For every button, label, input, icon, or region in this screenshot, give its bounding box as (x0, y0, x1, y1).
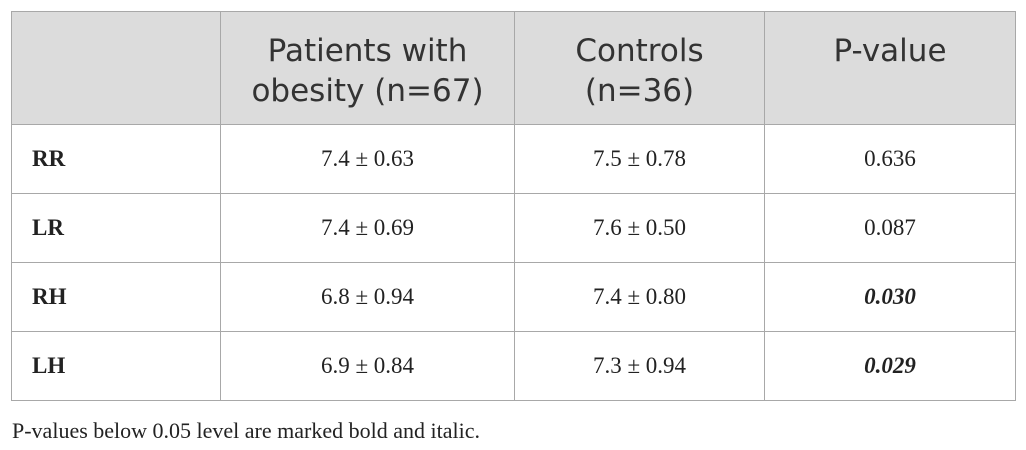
header-patients: Patients with obesity (n=67) (220, 11, 515, 125)
header-controls: Controls (n=36) (514, 11, 765, 125)
data-table-container: Patients with obesity (n=67) Controls (n… (11, 11, 1016, 401)
cell-pvalue-significant: 0.029 (764, 331, 1016, 401)
table-row: RH 6.8 ± 0.94 7.4 ± 0.80 0.030 (11, 262, 1016, 332)
cell-controls: 7.3 ± 0.94 (514, 331, 765, 401)
header-controls-line-1: Controls (575, 33, 704, 69)
row-label-lr: LR (11, 193, 221, 263)
header-controls-line-2: (n=36) (584, 73, 695, 109)
cell-pvalue: 0.087 (764, 193, 1016, 263)
row-label-rr: RR (11, 124, 221, 194)
header-pvalue: P-value (764, 11, 1016, 125)
cell-pvalue-significant: 0.030 (764, 262, 1016, 332)
cell-patients: 6.8 ± 0.94 (220, 262, 515, 332)
cell-patients: 7.4 ± 0.63 (220, 124, 515, 194)
header-patients-line-2: obesity (n=67) (251, 73, 484, 109)
row-label-rh: RH (11, 262, 221, 332)
cell-patients: 6.9 ± 0.84 (220, 331, 515, 401)
row-label-lh: LH (11, 331, 221, 401)
cell-controls: 7.4 ± 0.80 (514, 262, 765, 332)
cell-pvalue: 0.636 (764, 124, 1016, 194)
table-row: LH 6.9 ± 0.84 7.3 ± 0.94 0.029 (11, 331, 1016, 401)
table-body: RR 7.4 ± 0.63 7.5 ± 0.78 0.636 LR 7.4 ± … (11, 124, 1016, 401)
header-patients-line-1: Patients with (267, 33, 468, 69)
cell-patients: 7.4 ± 0.69 (220, 193, 515, 263)
comparison-table: Patients with obesity (n=67) Controls (n… (11, 11, 1016, 401)
table-row: LR 7.4 ± 0.69 7.6 ± 0.50 0.087 (11, 193, 1016, 263)
table-header: Patients with obesity (n=67) Controls (n… (11, 11, 1016, 125)
cell-controls: 7.5 ± 0.78 (514, 124, 765, 194)
header-empty-cell (11, 11, 221, 125)
header-pvalue-line-1: P-value (833, 33, 947, 69)
header-row: Patients with obesity (n=67) Controls (n… (11, 11, 1016, 125)
table-footnote: P-values below 0.05 level are marked bol… (12, 418, 480, 443)
cell-controls: 7.6 ± 0.50 (514, 193, 765, 263)
table-row: RR 7.4 ± 0.63 7.5 ± 0.78 0.636 (11, 124, 1016, 194)
